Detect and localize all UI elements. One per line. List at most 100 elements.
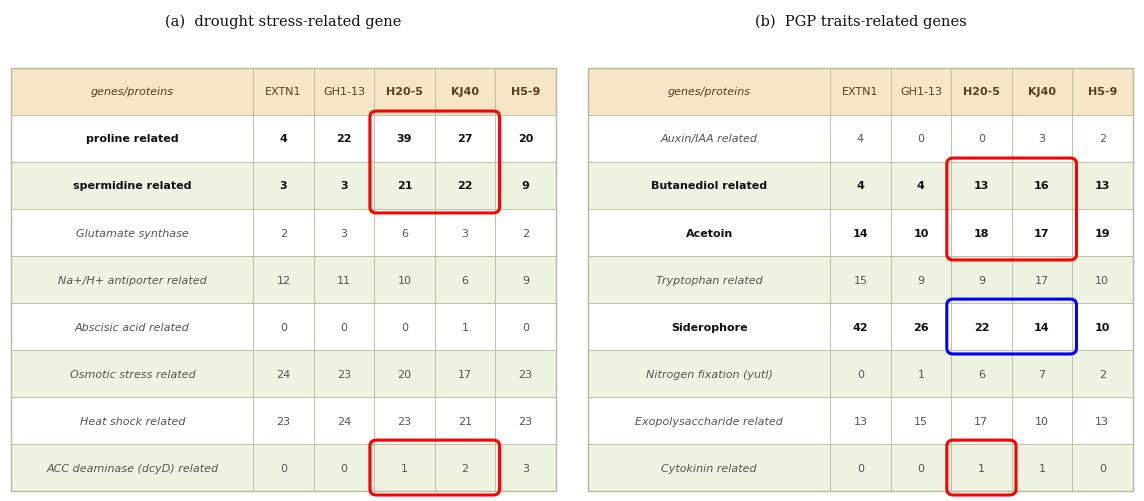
Bar (11, 397, 556, 444)
Text: 13: 13 (1095, 181, 1110, 191)
Text: Nitrogen fixation (yutl): Nitrogen fixation (yutl) (646, 369, 772, 379)
Text: 1: 1 (461, 322, 468, 332)
Bar (11, 163, 556, 209)
Text: 23: 23 (277, 416, 291, 426)
Bar (11, 257, 556, 304)
Text: 26: 26 (913, 322, 929, 332)
Text: 27: 27 (458, 134, 472, 144)
Text: 0: 0 (341, 462, 348, 472)
Text: 1: 1 (917, 369, 924, 379)
Bar (588, 69, 1133, 491)
Bar (588, 116, 1133, 163)
Text: 21: 21 (458, 416, 472, 426)
Text: Butanediol related: Butanediol related (651, 181, 768, 191)
Bar (588, 304, 1133, 350)
Text: 3: 3 (340, 181, 348, 191)
Text: H5-9: H5-9 (1088, 87, 1117, 97)
Text: 10: 10 (1095, 275, 1110, 285)
Text: 15: 15 (853, 275, 867, 285)
Text: Glutamate synthase: Glutamate synthase (76, 228, 189, 238)
Text: 17: 17 (975, 416, 988, 426)
Text: 3: 3 (1039, 134, 1046, 144)
Text: 0: 0 (402, 322, 408, 332)
Bar (588, 163, 1133, 209)
Text: H20-5: H20-5 (386, 87, 423, 97)
Text: 12: 12 (277, 275, 291, 285)
Text: 0: 0 (522, 322, 529, 332)
Text: 4: 4 (857, 181, 865, 191)
Text: 2: 2 (461, 462, 469, 472)
Bar (588, 69, 1133, 116)
Text: 10: 10 (1035, 416, 1049, 426)
Text: 1: 1 (402, 462, 408, 472)
Text: 10: 10 (913, 228, 929, 238)
Text: 2: 2 (522, 228, 529, 238)
Text: 17: 17 (1035, 275, 1049, 285)
Text: 0: 0 (857, 462, 864, 472)
Text: EXTN1: EXTN1 (265, 87, 302, 97)
Text: 3: 3 (522, 462, 529, 472)
Text: Acetoin: Acetoin (685, 228, 733, 238)
Text: 16: 16 (1034, 181, 1050, 191)
Bar (11, 444, 556, 491)
Text: 0: 0 (1099, 462, 1106, 472)
Text: 39: 39 (397, 134, 412, 144)
Bar (11, 304, 556, 350)
Text: 0: 0 (280, 322, 287, 332)
Text: 0: 0 (917, 462, 924, 472)
Text: 14: 14 (852, 228, 868, 238)
Text: 0: 0 (917, 134, 924, 144)
Text: 24: 24 (277, 369, 291, 379)
Bar (11, 209, 556, 257)
Text: 9: 9 (978, 275, 985, 285)
Text: 2: 2 (1098, 134, 1106, 144)
Bar (588, 257, 1133, 304)
Text: 23: 23 (397, 416, 412, 426)
Text: 17: 17 (1034, 228, 1049, 238)
Text: 2: 2 (1098, 369, 1106, 379)
Text: 4: 4 (279, 134, 287, 144)
Text: H20-5: H20-5 (963, 87, 1000, 97)
Text: 3: 3 (461, 228, 468, 238)
Text: 6: 6 (978, 369, 985, 379)
Text: 13: 13 (974, 181, 990, 191)
Text: 1: 1 (1039, 462, 1046, 472)
Text: Abscisic acid related: Abscisic acid related (76, 322, 190, 332)
Text: Auxin/IAA related: Auxin/IAA related (661, 134, 757, 144)
Text: 4: 4 (917, 181, 924, 191)
Text: Siderophore: Siderophore (670, 322, 747, 332)
Text: 19: 19 (1095, 228, 1110, 238)
Text: 4: 4 (857, 134, 864, 144)
Text: Cytokinin related: Cytokinin related (661, 462, 757, 472)
Text: KJ40: KJ40 (1027, 87, 1056, 97)
Text: 22: 22 (336, 134, 351, 144)
Text: (a)  drought stress-related gene: (a) drought stress-related gene (166, 15, 402, 29)
Text: 42: 42 (852, 322, 868, 332)
Text: 17: 17 (458, 369, 472, 379)
Text: 22: 22 (458, 181, 472, 191)
Text: 3: 3 (280, 181, 287, 191)
Text: 1: 1 (978, 462, 985, 472)
Text: genes/proteins: genes/proteins (668, 87, 750, 97)
Text: 14: 14 (1034, 322, 1050, 332)
Text: Na+/H+ antiporter related: Na+/H+ antiporter related (58, 275, 207, 285)
Text: 6: 6 (461, 275, 468, 285)
Text: proline related: proline related (86, 134, 178, 144)
Text: GH1-13: GH1-13 (323, 87, 365, 97)
Text: 9: 9 (522, 181, 530, 191)
Text: 10: 10 (397, 275, 412, 285)
Text: 20: 20 (397, 369, 412, 379)
Text: 10: 10 (1095, 322, 1110, 332)
Text: Osmotic stress related: Osmotic stress related (70, 369, 196, 379)
Text: 9: 9 (917, 275, 924, 285)
Text: Exopolysaccharide related: Exopolysaccharide related (635, 416, 784, 426)
Text: 3: 3 (341, 228, 348, 238)
Text: 7: 7 (1039, 369, 1046, 379)
Text: 21: 21 (397, 181, 412, 191)
Bar (588, 350, 1133, 397)
Text: 24: 24 (336, 416, 351, 426)
Bar (588, 209, 1133, 257)
Text: 20: 20 (518, 134, 533, 144)
Text: 23: 23 (518, 416, 532, 426)
Text: 2: 2 (280, 228, 287, 238)
